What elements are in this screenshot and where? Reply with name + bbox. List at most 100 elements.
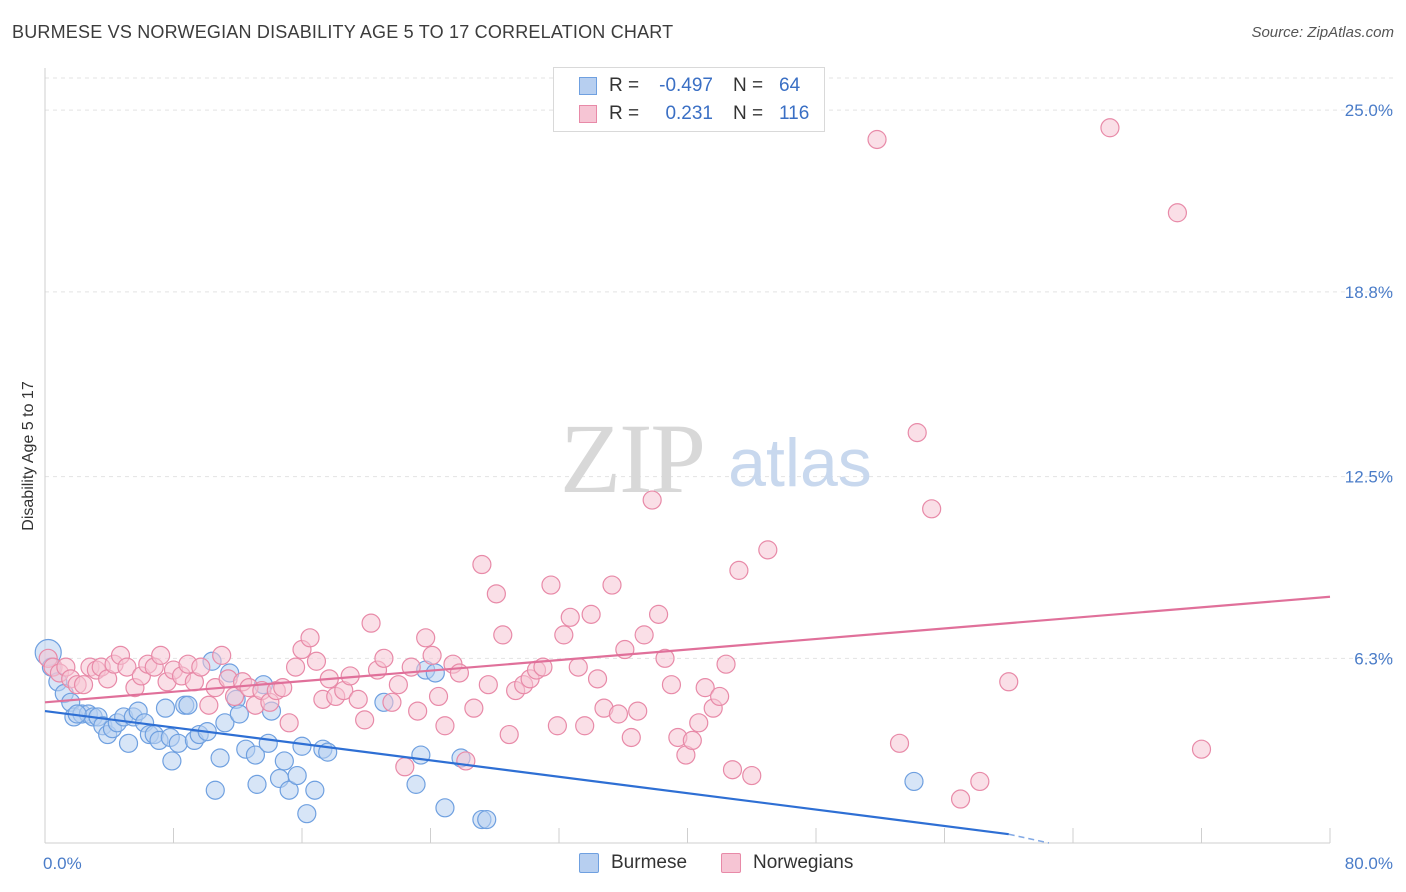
- norwegian-point: [695, 678, 715, 698]
- axes: [44, 68, 1331, 844]
- x-tick-labels: 0.0% 80.0%: [43, 854, 1393, 873]
- norwegian-point: [608, 704, 629, 724]
- burmese-point: [258, 733, 278, 753]
- norwegian-point: [922, 499, 942, 519]
- norwegian-point: [999, 672, 1019, 692]
- burmese-point: [229, 704, 249, 724]
- norwegian-point: [628, 701, 648, 721]
- norwegian-point: [1167, 203, 1188, 223]
- norwegian-point: [602, 575, 622, 595]
- legend-label-burmese: Burmese: [611, 852, 688, 873]
- norwegian-point: [568, 657, 588, 677]
- norwegian-point: [388, 675, 408, 695]
- norwegian-point: [486, 584, 506, 604]
- burmese-point: [118, 733, 139, 753]
- norwegian-point: [361, 613, 381, 633]
- burmese-point: [210, 748, 230, 768]
- norwegian-point: [889, 733, 910, 753]
- y-tick-label: 25.0%: [1345, 101, 1393, 120]
- norwegian-point: [547, 716, 567, 736]
- watermark: ZIP atlas: [560, 403, 872, 514]
- y-axis-title: Disability Age 5 to 17: [20, 381, 37, 531]
- y-tick-labels: 6.3% 12.5% 18.8% 25.0%: [1345, 101, 1393, 668]
- burmese-point: [406, 774, 426, 794]
- norwegian-point: [300, 628, 320, 648]
- legend-swatch-norwegians: [721, 853, 741, 873]
- norwegian-point: [306, 651, 327, 671]
- norwegian-point: [581, 604, 601, 624]
- norwegian-point: [435, 716, 455, 736]
- n-label: N =: [733, 103, 764, 124]
- norwegian-point: [541, 575, 561, 595]
- burmese-point: [279, 780, 299, 800]
- norwegian-point: [1191, 739, 1212, 759]
- y-tick-label: 6.3%: [1354, 649, 1393, 668]
- norwegian-points: [38, 118, 1212, 809]
- burmese-point: [205, 780, 225, 800]
- trend-lines: [44, 595, 1331, 844]
- x-tick-label-max: 80.0%: [1345, 854, 1393, 873]
- r-value: 0.231: [665, 103, 713, 124]
- burmese-point: [305, 780, 325, 800]
- r-value: -0.497: [659, 75, 713, 96]
- legend-label-norwegians: Norwegians: [753, 852, 854, 873]
- norwegian-point: [348, 689, 368, 709]
- burmese-point: [247, 774, 267, 794]
- legend-swatch-burmese: [579, 77, 597, 95]
- y-tick-label: 18.8%: [1345, 283, 1393, 302]
- r-label: R =: [609, 75, 640, 96]
- norwegian-point: [642, 490, 662, 510]
- legend-item-norwegians[interactable]: Norwegians: [721, 852, 853, 874]
- burmese-trend-extension: [1008, 833, 1050, 844]
- burmese-point: [274, 751, 294, 771]
- norwegian-point: [716, 654, 736, 674]
- norwegian-point: [587, 669, 608, 689]
- grid-lines: [45, 77, 1395, 659]
- series-legend: Burmese Norwegians: [0, 852, 1406, 878]
- burmese-point: [297, 804, 317, 824]
- norwegian-point: [722, 760, 743, 780]
- norwegian-point: [499, 724, 519, 745]
- norwegian-point: [416, 628, 436, 648]
- norwegian-point: [285, 657, 306, 677]
- norwegian-point: [648, 604, 669, 624]
- burmese-point: [435, 798, 455, 818]
- burmese-point: [215, 713, 235, 733]
- burmese-point: [904, 771, 924, 792]
- norwegian-point: [191, 657, 211, 677]
- norwegian-point: [729, 560, 749, 580]
- watermark-atlas: atlas: [728, 425, 872, 501]
- norwegian-point: [575, 716, 595, 736]
- norwegian-trend-line: [44, 595, 1331, 704]
- norwegian-point: [199, 695, 219, 715]
- norwegian-point: [151, 645, 171, 665]
- legend-swatch-burmese: [579, 853, 599, 873]
- burmese-point: [245, 745, 266, 765]
- norwegian-point: [472, 554, 492, 575]
- burmese-point: [155, 698, 176, 718]
- norwegian-point: [907, 423, 927, 443]
- norwegian-point: [689, 713, 709, 733]
- norwegian-point: [279, 713, 299, 733]
- burmese-point: [425, 663, 445, 683]
- burmese-point: [168, 733, 188, 753]
- source-label: Source: ZipAtlas.com: [1251, 24, 1394, 41]
- burmese-point: [287, 765, 307, 786]
- chart-title: BURMESE VS NORWEGIAN DISABILITY AGE 5 TO…: [12, 22, 674, 42]
- norwegian-point: [742, 765, 762, 786]
- n-value: 116: [779, 103, 810, 124]
- watermark-zip: ZIP: [560, 403, 704, 514]
- norwegian-point: [374, 648, 394, 668]
- norwegian-point: [560, 607, 580, 627]
- norwegian-point: [621, 727, 641, 748]
- norwegian-point: [493, 625, 513, 645]
- legend-row-burmese: R = -0.497 N = 64: [554, 72, 800, 100]
- norwegian-point: [464, 698, 484, 718]
- legend-item-burmese[interactable]: Burmese: [579, 852, 687, 874]
- norwegian-point: [456, 751, 476, 771]
- norwegian-point: [655, 648, 675, 668]
- r-label: R =: [609, 103, 640, 124]
- burmese-point: [411, 745, 431, 765]
- legend-swatch-norwegians: [579, 105, 597, 123]
